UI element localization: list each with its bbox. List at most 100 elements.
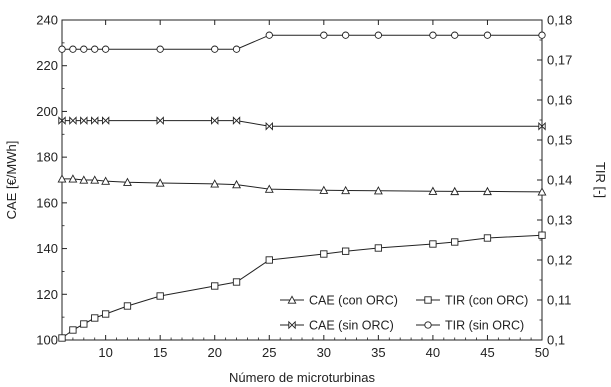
data-point bbox=[320, 250, 328, 258]
data-point bbox=[91, 116, 99, 125]
y-right-tick-label: 0,16 bbox=[547, 93, 572, 108]
data-point bbox=[58, 334, 66, 342]
data-point bbox=[91, 314, 99, 322]
data-point bbox=[101, 45, 110, 53]
data-point bbox=[69, 45, 77, 53]
series-tir-con-orc bbox=[58, 231, 546, 342]
data-point bbox=[211, 45, 219, 53]
y-left-tick-label: 100 bbox=[36, 333, 58, 348]
x-tick-label: 10 bbox=[98, 345, 112, 360]
x-tick-label: 40 bbox=[426, 345, 440, 360]
data-point bbox=[450, 186, 460, 196]
x-axis-title: Número de microturbinas bbox=[229, 370, 375, 385]
data-point bbox=[451, 238, 459, 246]
data-point bbox=[90, 175, 100, 184]
data-point bbox=[538, 231, 546, 239]
x-tick-label: 35 bbox=[371, 345, 385, 360]
data-point bbox=[319, 185, 329, 194]
y-left-tick-label: 220 bbox=[36, 58, 58, 73]
data-point bbox=[80, 116, 88, 125]
y-right-tick-label: 0,14 bbox=[547, 173, 572, 188]
data-point bbox=[57, 174, 67, 183]
series-cae-sin-orc bbox=[58, 116, 546, 131]
y-left-tick-label: 200 bbox=[36, 104, 58, 119]
y-right-tick-label: 0,11 bbox=[547, 293, 571, 308]
data-point bbox=[232, 116, 241, 125]
data-point bbox=[341, 31, 350, 39]
data-point bbox=[483, 186, 492, 196]
legend: CAE (con ORC) TIR (con ORC) CAE (sin ORC) T… bbox=[280, 294, 528, 333]
data-point bbox=[483, 31, 492, 39]
y-right-tick-label: 0,15 bbox=[547, 133, 572, 148]
data-point bbox=[373, 186, 383, 195]
y-left-tick-label: 240 bbox=[36, 13, 58, 28]
y-left-tick-label: 160 bbox=[36, 195, 58, 210]
data-point bbox=[429, 31, 437, 39]
data-point bbox=[451, 31, 459, 39]
data-point bbox=[483, 234, 492, 242]
x-tick-label: 20 bbox=[207, 345, 221, 360]
data-point bbox=[91, 45, 99, 53]
data-point bbox=[232, 179, 241, 189]
plot-frame bbox=[61, 19, 543, 341]
y-right-tick-label: 0,13 bbox=[547, 213, 572, 228]
data-point bbox=[69, 326, 77, 334]
legend-entry: TIR (con ORC) bbox=[416, 294, 528, 308]
y-right-tick-label: 0,18 bbox=[547, 13, 572, 28]
legend-label: TIR (sin ORC) bbox=[445, 319, 524, 333]
y-right-tick-label: 0,1 bbox=[547, 333, 565, 348]
data-point bbox=[58, 45, 66, 53]
x-tick-label: 15 bbox=[153, 345, 167, 360]
legend-marker bbox=[287, 295, 297, 304]
legend-marker bbox=[424, 321, 432, 329]
data-point bbox=[80, 320, 88, 328]
data-point bbox=[428, 186, 438, 195]
legend-label: TIR (con ORC) bbox=[445, 294, 528, 308]
legend-label: CAE (con ORC) bbox=[309, 294, 398, 308]
data-point bbox=[265, 31, 273, 39]
legend-entry: CAE (sin ORC) bbox=[280, 319, 394, 333]
data-point bbox=[374, 244, 383, 252]
legend-entry: TIR (sin ORC) bbox=[416, 319, 524, 333]
series-tir-sin-orc bbox=[58, 31, 546, 53]
data-point bbox=[374, 31, 383, 39]
y-left-tick-label: 120 bbox=[36, 287, 58, 302]
data-point bbox=[232, 278, 241, 286]
data-point bbox=[210, 179, 220, 188]
x-tick-label: 50 bbox=[535, 345, 549, 360]
y-right-tick-label: 0,12 bbox=[547, 253, 572, 268]
data-point bbox=[80, 45, 88, 53]
data-point bbox=[429, 240, 437, 248]
legend-entry: CAE (con ORC) bbox=[280, 294, 398, 308]
data-point bbox=[341, 247, 350, 255]
data-point bbox=[265, 256, 273, 264]
data-point bbox=[320, 31, 328, 39]
data-point bbox=[68, 174, 78, 183]
y-left-tick-label: 140 bbox=[36, 241, 58, 256]
series-line bbox=[62, 34, 542, 50]
data-point bbox=[341, 185, 351, 195]
data-point bbox=[123, 177, 132, 186]
data-point bbox=[265, 121, 273, 131]
legend-label: CAE (sin ORC) bbox=[309, 319, 394, 333]
x-tick-label: 45 bbox=[480, 345, 494, 360]
y-left-tick-label: 180 bbox=[36, 150, 58, 165]
x-tick-label: 30 bbox=[317, 345, 331, 360]
legend-marker bbox=[424, 296, 432, 304]
data-point bbox=[101, 176, 111, 185]
y-axis-left-title: CAE [€/MWh] bbox=[4, 141, 19, 220]
data-point bbox=[69, 116, 77, 125]
data-point bbox=[155, 178, 165, 187]
legend-marker bbox=[288, 320, 296, 330]
data-point bbox=[156, 45, 164, 53]
data-point bbox=[211, 116, 219, 125]
data-point bbox=[101, 116, 110, 125]
series-layer bbox=[57, 31, 547, 342]
data-point bbox=[537, 187, 547, 196]
data-point bbox=[538, 31, 546, 39]
y-axis-right-title: TIR [-] bbox=[593, 162, 608, 198]
data-point bbox=[156, 292, 164, 300]
data-point bbox=[58, 116, 66, 125]
x-tick-label: 25 bbox=[262, 345, 276, 360]
